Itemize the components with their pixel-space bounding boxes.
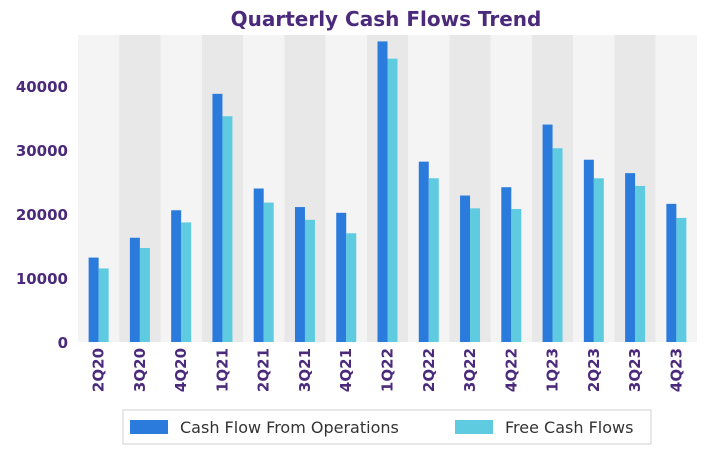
bar-cash-flow-from-operations: [377, 41, 388, 342]
y-axis: 0 10000 20000 30000 40000: [16, 78, 68, 352]
bar-free-cash-flows: [181, 222, 192, 342]
bar-free-cash-flows: [139, 247, 150, 342]
x-tick-label: 1Q23: [544, 348, 562, 392]
bar-free-cash-flows: [593, 178, 604, 342]
bar-cash-flow-from-operations: [625, 173, 636, 342]
bar-free-cash-flows: [552, 148, 563, 342]
x-tick-label: 3Q21: [296, 348, 314, 392]
bar-cash-flow-from-operations: [294, 207, 305, 342]
x-tick-label: 2Q22: [420, 348, 438, 392]
legend-swatch: [455, 420, 493, 434]
bar-free-cash-flows: [635, 185, 646, 342]
x-tick-label: 3Q22: [461, 348, 479, 392]
bar-free-cash-flows: [222, 116, 233, 342]
y-tick-label: 40000: [16, 78, 68, 96]
bar-free-cash-flows: [263, 202, 274, 342]
bar-free-cash-flows: [470, 208, 481, 342]
x-axis: 2Q20 3Q20 4Q20 1Q21 2Q21 3Q21 4Q21 1Q22 2Q22 3Q22…: [90, 348, 686, 392]
x-tick-label: 3Q23: [626, 348, 644, 392]
y-tick-label: 30000: [16, 142, 68, 160]
x-tick-label: 4Q21: [337, 348, 355, 392]
x-tick-label: 4Q23: [667, 348, 685, 392]
y-tick-label: 10000: [16, 270, 68, 288]
bar-cash-flow-from-operations: [583, 159, 594, 342]
chart-title: Quarterly Cash Flows Trend: [231, 7, 542, 31]
x-tick-label: 2Q20: [90, 348, 108, 392]
legend: Cash Flow From Operations Free Cash Flows: [122, 409, 652, 445]
legend-swatch: [130, 420, 168, 434]
bar-free-cash-flows: [304, 219, 315, 342]
legend-label: Free Cash Flows: [505, 418, 633, 437]
x-tick-label: 1Q22: [379, 348, 397, 392]
bar-cash-flow-from-operations: [253, 188, 264, 342]
y-tick-label: 20000: [16, 206, 68, 224]
y-tick-label: 0: [58, 334, 68, 352]
bar-cash-flow-from-operations: [88, 257, 99, 342]
bar-free-cash-flows: [676, 217, 687, 342]
x-tick-label: 3Q20: [131, 348, 149, 392]
x-tick-label: 2Q21: [255, 348, 273, 392]
bar-free-cash-flows: [387, 58, 398, 343]
bar-cash-flow-from-operations: [542, 124, 553, 343]
legend-label: Cash Flow From Operations: [180, 418, 399, 437]
bar-cash-flow-from-operations: [460, 195, 471, 342]
bar-free-cash-flows: [428, 178, 439, 342]
bar-cash-flow-from-operations: [336, 212, 347, 342]
bar-cash-flow-from-operations: [501, 187, 512, 342]
bar-free-cash-flows: [346, 233, 357, 342]
x-tick-label: 1Q21: [213, 348, 231, 392]
bar-cash-flow-from-operations: [212, 93, 223, 342]
bar-free-cash-flows: [98, 268, 109, 342]
x-tick-label: 2Q23: [585, 348, 603, 392]
bar-free-cash-flows: [511, 208, 522, 342]
bar-cash-flow-from-operations: [666, 203, 677, 342]
legend-box: [122, 409, 652, 445]
bar-cash-flow-from-operations: [171, 210, 182, 342]
bar-cash-flow-from-operations: [418, 161, 429, 342]
bar-cash-flow-from-operations: [129, 237, 140, 342]
x-tick-label: 4Q20: [172, 348, 190, 392]
x-tick-label: 4Q22: [502, 348, 520, 392]
bars-group: [88, 41, 687, 343]
